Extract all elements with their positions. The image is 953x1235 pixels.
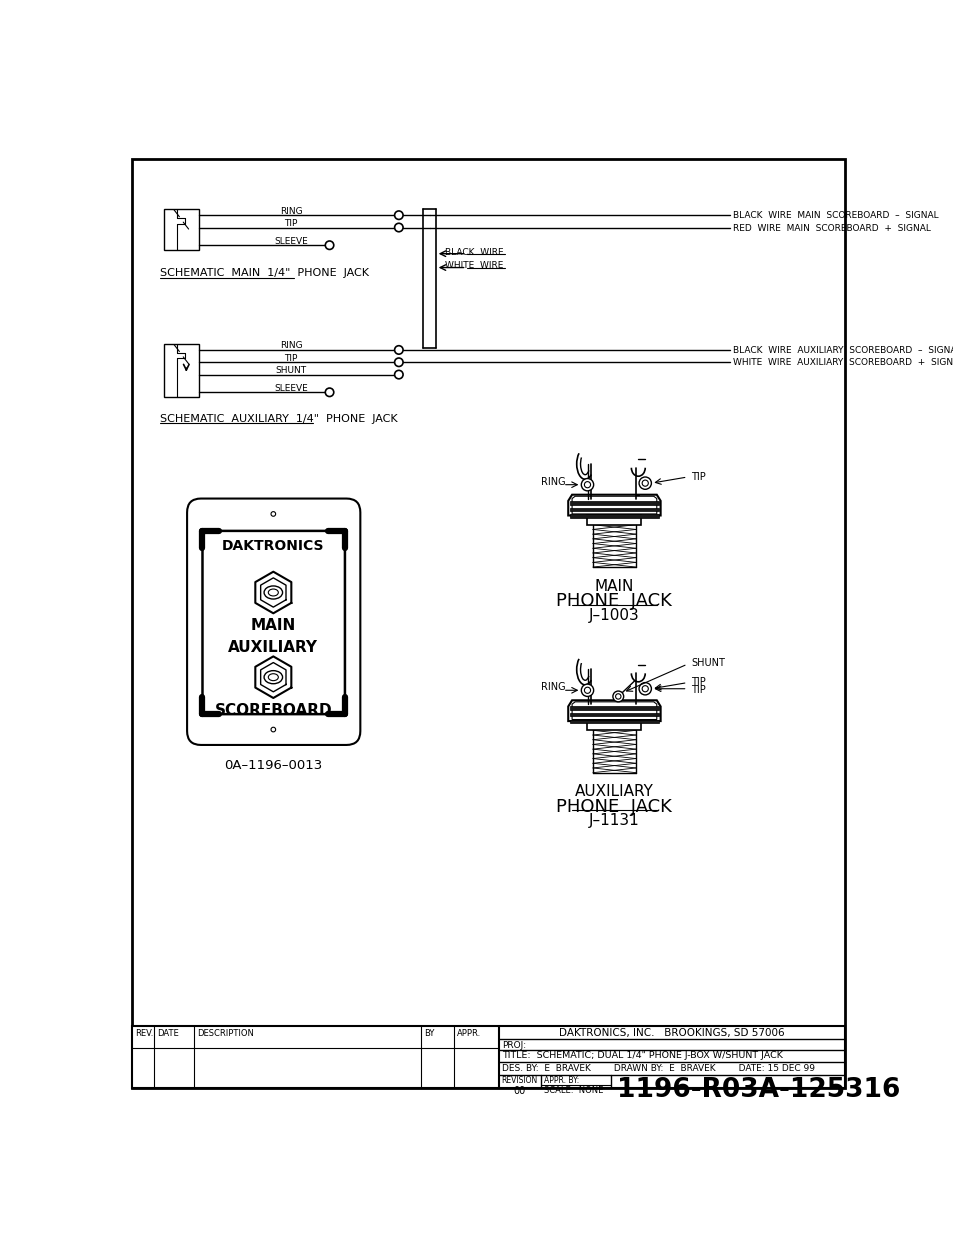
- Circle shape: [395, 358, 403, 367]
- Text: PHONE  JACK: PHONE JACK: [556, 593, 672, 610]
- Bar: [569, 706, 659, 710]
- Bar: [569, 514, 659, 517]
- Circle shape: [641, 685, 648, 692]
- Circle shape: [325, 241, 334, 249]
- Polygon shape: [568, 700, 659, 721]
- Bar: [587, 721, 640, 730]
- Text: BLACK  WIRE  MAIN  SCOREBOARD  –  SIGNAL: BLACK WIRE MAIN SCOREBOARD – SIGNAL: [732, 211, 938, 220]
- Text: J–1003: J–1003: [588, 608, 639, 622]
- Text: SCHEMATIC  MAIN  1/4"  PHONE  JACK: SCHEMATIC MAIN 1/4" PHONE JACK: [160, 268, 369, 278]
- Circle shape: [584, 687, 590, 693]
- Ellipse shape: [264, 671, 282, 684]
- Text: APPR.: APPR.: [456, 1029, 481, 1039]
- Bar: [587, 515, 640, 525]
- Text: RING: RING: [279, 341, 302, 351]
- Circle shape: [580, 478, 593, 490]
- Text: RING: RING: [540, 477, 565, 487]
- Circle shape: [325, 388, 334, 396]
- Text: SHUNT: SHUNT: [691, 658, 724, 668]
- Text: TIP: TIP: [691, 677, 705, 687]
- Text: SCHEMATIC  AUXILIARY  1/4"  PHONE  JACK: SCHEMATIC AUXILIARY 1/4" PHONE JACK: [160, 414, 397, 424]
- Text: DES. BY:  E  BRAVEK        DRAWN BY:  E  BRAVEK        DATE: 15 DEC 99: DES. BY: E BRAVEK DRAWN BY: E BRAVEK DAT…: [501, 1063, 814, 1073]
- Polygon shape: [572, 496, 656, 514]
- Text: DESCRIPTION: DESCRIPTION: [197, 1029, 253, 1039]
- Bar: [569, 714, 659, 716]
- Circle shape: [641, 480, 648, 487]
- Circle shape: [271, 511, 275, 516]
- Text: AUXILIARY: AUXILIARY: [575, 784, 653, 799]
- Circle shape: [395, 211, 403, 220]
- Bar: [164, 343, 198, 396]
- Text: REV.: REV.: [135, 1029, 153, 1039]
- Bar: [569, 720, 659, 724]
- Text: REVISION: REVISION: [500, 1076, 537, 1086]
- Text: SCOREBOARD: SCOREBOARD: [214, 703, 332, 718]
- Text: SLEEVE: SLEEVE: [274, 237, 308, 246]
- Text: RED  WIRE  MAIN  SCOREBOARD  +  SIGNAL: RED WIRE MAIN SCOREBOARD + SIGNAL: [732, 224, 930, 232]
- Text: SLEEVE: SLEEVE: [274, 384, 308, 393]
- Text: SHUNT: SHUNT: [275, 366, 306, 375]
- Text: WHITE  WIRE  AUXILIARY  SCOREBOARD  +  SIGNAL: WHITE WIRE AUXILIARY SCOREBOARD + SIGNAL: [732, 358, 953, 367]
- Circle shape: [639, 477, 651, 489]
- Text: RING: RING: [540, 682, 565, 692]
- FancyBboxPatch shape: [187, 499, 360, 745]
- Ellipse shape: [268, 589, 278, 597]
- Text: 0A–1196–0013: 0A–1196–0013: [224, 758, 322, 772]
- Circle shape: [271, 727, 275, 732]
- Bar: [132, 1026, 844, 1088]
- Bar: [569, 501, 659, 505]
- Text: 00: 00: [513, 1086, 525, 1095]
- Circle shape: [580, 684, 593, 697]
- Text: WHITE  WIRE: WHITE WIRE: [444, 262, 503, 270]
- Text: SCALE:  NONE: SCALE: NONE: [544, 1086, 603, 1095]
- Polygon shape: [568, 495, 659, 515]
- Text: AUXILIARY: AUXILIARY: [228, 640, 318, 656]
- Circle shape: [395, 224, 403, 232]
- Circle shape: [612, 692, 623, 701]
- Ellipse shape: [268, 674, 278, 680]
- FancyBboxPatch shape: [202, 531, 345, 714]
- Circle shape: [584, 482, 590, 488]
- Text: BY: BY: [424, 1029, 435, 1039]
- Text: TITLE:  SCHEMATIC; DUAL 1/4" PHONE J-BOX W/SHUNT JACK: TITLE: SCHEMATIC; DUAL 1/4" PHONE J-BOX …: [501, 1051, 782, 1061]
- Text: MAIN: MAIN: [594, 579, 634, 594]
- Text: BLACK  WIRE: BLACK WIRE: [444, 247, 503, 257]
- Circle shape: [395, 370, 403, 379]
- Text: APPR. BY:: APPR. BY:: [544, 1076, 579, 1086]
- Text: TIP: TIP: [691, 472, 705, 482]
- Bar: [164, 209, 198, 249]
- Circle shape: [639, 683, 651, 695]
- Ellipse shape: [264, 585, 282, 599]
- Circle shape: [615, 694, 620, 699]
- Text: PHONE  JACK: PHONE JACK: [556, 798, 672, 816]
- Text: RING: RING: [279, 206, 302, 216]
- Text: DATE: DATE: [157, 1029, 178, 1039]
- Text: BLACK  WIRE  AUXILIARY  SCOREBOARD  –  SIGNAL: BLACK WIRE AUXILIARY SCOREBOARD – SIGNAL: [732, 346, 953, 356]
- Text: TIP: TIP: [284, 353, 297, 363]
- Text: J–1131: J–1131: [588, 814, 639, 829]
- Text: PROJ:: PROJ:: [501, 1041, 526, 1050]
- Text: DAKTRONICS, INC.   BROOKINGS, SD 57006: DAKTRONICS, INC. BROOKINGS, SD 57006: [558, 1029, 784, 1039]
- Bar: [569, 508, 659, 511]
- Text: DAKTRONICS: DAKTRONICS: [222, 538, 324, 552]
- Polygon shape: [572, 701, 656, 720]
- Text: 1196-R03A-125316: 1196-R03A-125316: [616, 1077, 900, 1103]
- Text: MAIN: MAIN: [251, 618, 295, 632]
- Circle shape: [395, 346, 403, 354]
- Text: TIP: TIP: [284, 219, 297, 228]
- Text: TIP: TIP: [691, 685, 705, 695]
